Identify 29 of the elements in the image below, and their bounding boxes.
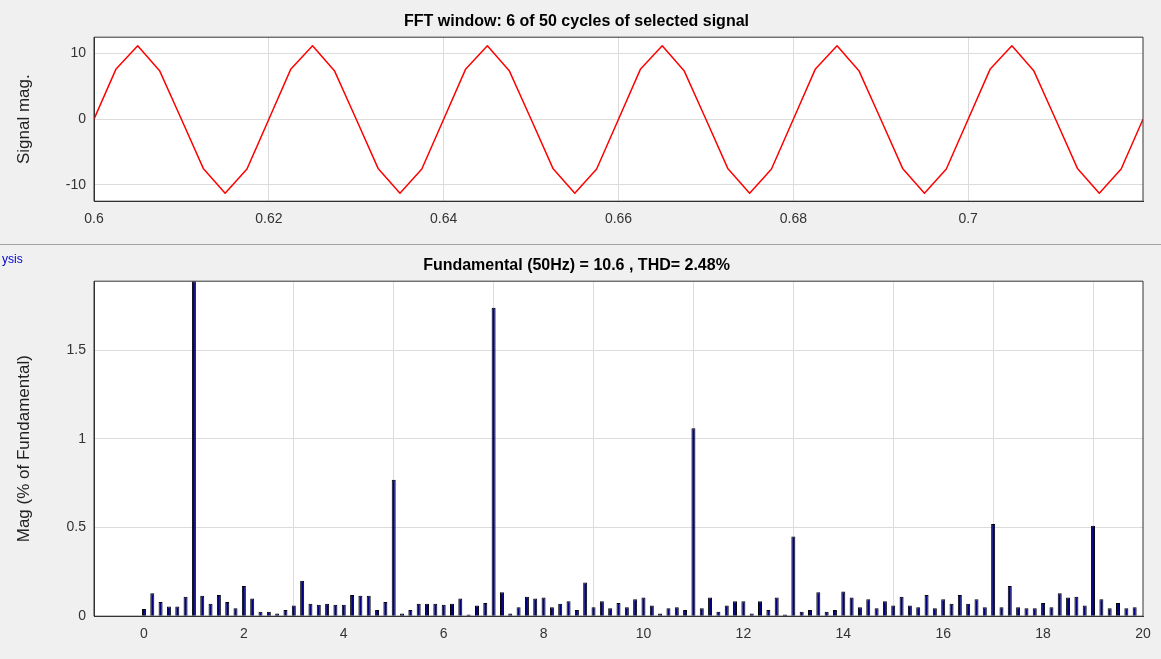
x-tick-label: 16 [935,625,952,642]
x-tick-label: 0.64 [430,210,458,227]
y-tick-label: 1 [78,429,87,446]
x-tick-label: 10 [635,625,652,642]
text: ysis [2,252,23,267]
y-axis-title: Mag (% of Fundamental) [13,355,33,543]
y-tick-label: 1.5 [66,341,87,358]
y-tick-label: 0 [78,110,87,127]
y-tick-label: 0 [78,607,87,624]
x-tick-label: 0.7 [958,210,979,227]
x-tick-label: 12 [735,625,752,642]
x-tick-label: 20 [1135,625,1151,642]
x-tick-label: 0.6 [84,210,104,227]
x-tick-label: 0.66 [604,210,633,227]
x-tick-label: 0.68 [779,210,808,227]
x-tick-label: 8 [539,625,548,642]
chart-title: Fundamental (50Hz) = 10.6 , THD= 2.48% [423,256,730,274]
y-tick-label: 10 [70,44,87,61]
chart-title: FFT window: 6 of 50 cycles of selected signal [404,12,749,30]
x-tick-label: 0.62 [255,210,283,227]
x-tick-label: 4 [339,625,348,642]
x-tick-label: 0 [140,625,149,642]
y-axis-title: Signal mag. [13,74,33,165]
x-tick-label: 2 [239,625,248,642]
y-tick-label: -10 [65,175,87,192]
y-tick-label: 0.5 [66,518,87,535]
x-tick-label: 18 [1035,625,1052,642]
x-tick-label: 14 [835,625,852,642]
x-tick-label: 6 [439,625,448,642]
